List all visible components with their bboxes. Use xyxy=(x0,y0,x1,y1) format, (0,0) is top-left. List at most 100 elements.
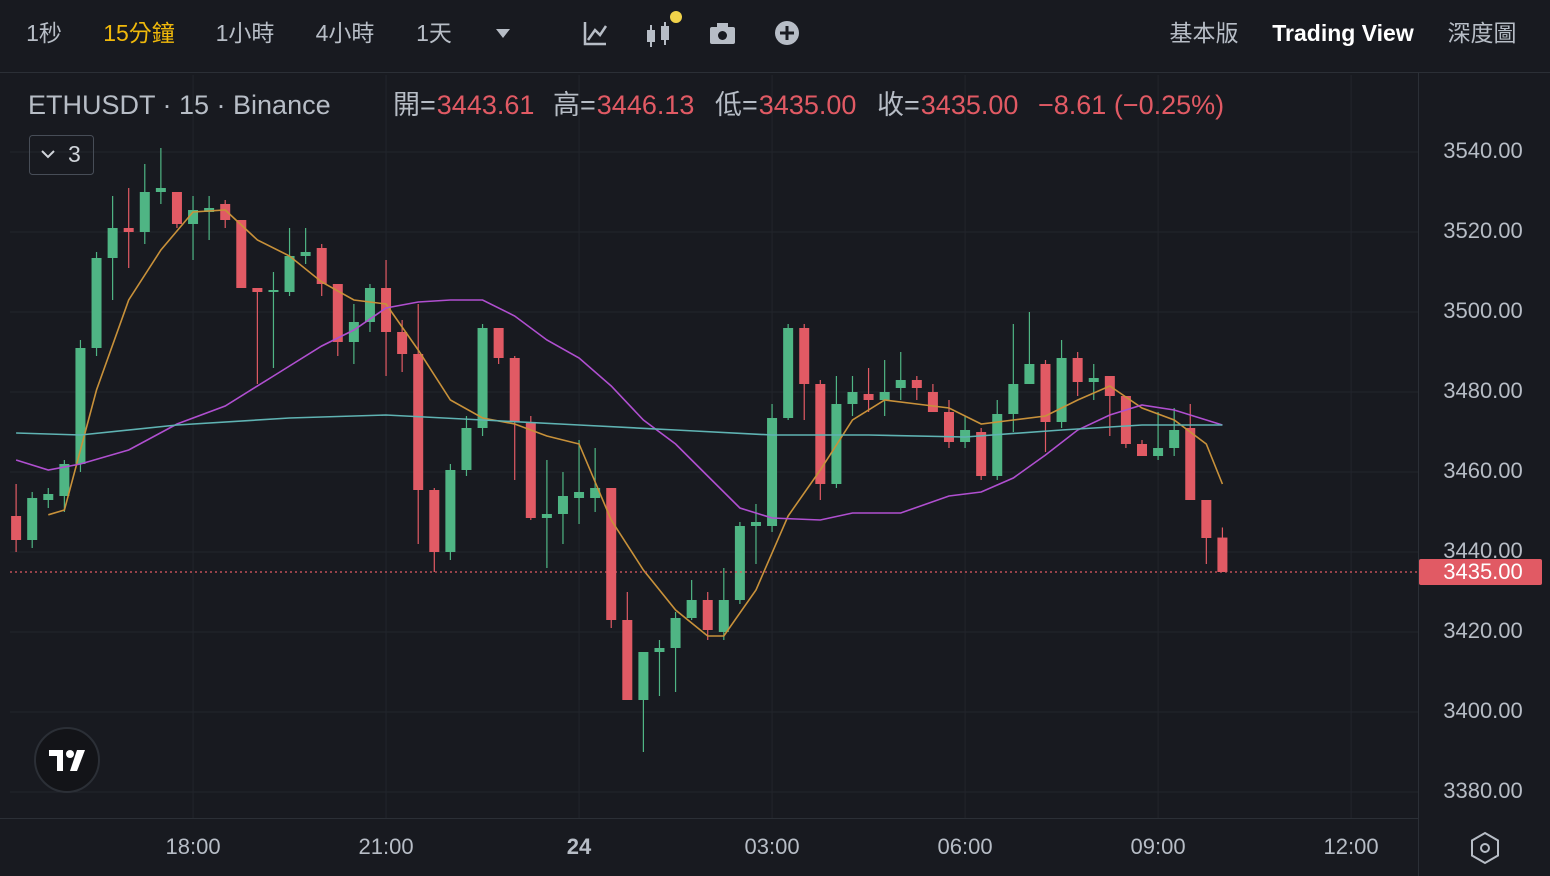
candle-body xyxy=(364,288,375,322)
candle-body xyxy=(992,414,1003,476)
candle-body xyxy=(1136,444,1147,456)
candle-body xyxy=(381,288,392,332)
candle-body xyxy=(11,516,22,540)
settings-icon-center xyxy=(1480,843,1490,853)
candle-body xyxy=(718,600,729,632)
candle-body xyxy=(638,652,649,700)
view-tab[interactable]: 基本版 xyxy=(1170,20,1239,46)
interval-tab[interactable]: 1天 xyxy=(416,20,452,46)
moving-average-line xyxy=(48,209,1224,637)
ohlc-value: 3435.00 xyxy=(759,90,857,120)
add-icon[interactable] xyxy=(775,21,799,45)
candle-body xyxy=(1217,537,1228,572)
candle-body xyxy=(1088,378,1099,382)
candle-body xyxy=(268,290,279,292)
candle-body xyxy=(976,432,987,476)
candle-body xyxy=(155,188,166,192)
more-intervals-icon[interactable] xyxy=(496,29,510,38)
x-tick-label: 24 xyxy=(567,834,592,859)
candle-body xyxy=(1153,448,1164,456)
candle-body xyxy=(397,332,408,354)
y-tick-label: 3440.00 xyxy=(1443,538,1523,563)
y-tick-label: 3500.00 xyxy=(1443,298,1523,323)
candle-body xyxy=(445,470,456,552)
candle-body xyxy=(783,328,794,418)
candle-body xyxy=(590,488,601,498)
view-tab[interactable]: 深度圖 xyxy=(1448,20,1517,46)
candle-body xyxy=(557,496,568,514)
candle-body xyxy=(525,422,536,518)
candle-body xyxy=(1120,396,1131,444)
candle-body xyxy=(767,418,778,526)
price-change: −8.61 (−0.25%) xyxy=(1038,90,1224,120)
ohlc-label: 收= xyxy=(877,90,920,120)
labels: 1秒 15分鐘 1小時 4小時 1天 基本版 Trading View 深度圖 ETHUSDT … xyxy=(26,20,1542,859)
candle-body xyxy=(750,522,761,526)
symbol: ETHUSDT · 15 · Binance xyxy=(28,90,331,120)
x-tick-label: 21:00 xyxy=(359,834,414,859)
candle-body xyxy=(911,380,922,388)
candle-body xyxy=(702,600,713,630)
indicator-count: 3 xyxy=(68,141,81,167)
interval-tab[interactable]: 1秒 xyxy=(26,20,62,46)
candle-body xyxy=(863,394,874,400)
indicator-icon[interactable] xyxy=(583,22,608,46)
interval-tab[interactable]: 15分鐘 xyxy=(103,20,175,46)
candle-body xyxy=(943,412,954,442)
candle-body xyxy=(59,464,70,496)
candle-body xyxy=(236,220,247,288)
candle-body xyxy=(477,328,488,428)
candle-body xyxy=(654,648,665,652)
candle-body xyxy=(1024,364,1035,384)
candle-body xyxy=(461,428,472,470)
settings-icon[interactable] xyxy=(1471,831,1499,865)
y-tick-label: 3420.00 xyxy=(1443,618,1523,643)
candle-body xyxy=(879,392,890,400)
candle-body xyxy=(91,258,102,348)
y-tick-label: 3400.00 xyxy=(1443,698,1523,723)
last-price-label: 3435.00 xyxy=(1443,559,1523,584)
interval-tab[interactable]: 1小時 xyxy=(216,20,275,46)
ohlc-value: 3435.00 xyxy=(921,90,1019,120)
moving-average-line xyxy=(16,414,1223,438)
candle-body xyxy=(188,210,199,224)
candle-body xyxy=(960,430,971,442)
candle-body xyxy=(139,192,150,232)
candle-body xyxy=(300,252,311,256)
ohlc-value: 3443.61 xyxy=(437,90,535,120)
candle-body xyxy=(734,526,745,600)
candle-body xyxy=(1169,430,1180,448)
candle-body xyxy=(107,228,118,258)
moving-average-line xyxy=(15,299,1223,521)
y-tick-label: 3460.00 xyxy=(1443,458,1523,483)
view-tab[interactable]: Trading View xyxy=(1272,20,1414,46)
x-tick-label: 18:00 xyxy=(166,834,221,859)
candle-body xyxy=(686,600,697,618)
chevron-icon xyxy=(41,150,55,159)
candle-body xyxy=(622,620,633,700)
plot xyxy=(10,148,1418,752)
candle-body xyxy=(1072,358,1083,382)
candle-body xyxy=(252,288,263,292)
candle-body xyxy=(123,228,134,232)
candle-body xyxy=(75,348,86,464)
candle-body xyxy=(606,488,617,620)
chart-type-icon[interactable] xyxy=(647,11,682,47)
candle-body xyxy=(847,392,858,404)
candle-body xyxy=(284,256,295,292)
snapshot-icon[interactable] xyxy=(710,23,735,44)
candle-body xyxy=(815,384,826,484)
candle-body xyxy=(927,392,938,412)
y-tick-label: 3520.00 xyxy=(1443,218,1523,243)
x-tick-label: 06:00 xyxy=(938,834,993,859)
indicator-toggle[interactable] xyxy=(29,135,94,175)
candle-body xyxy=(670,618,681,648)
candle-body xyxy=(27,498,38,540)
candle-body xyxy=(509,358,520,422)
candle-body xyxy=(574,492,585,498)
y-tick-label: 3540.00 xyxy=(1443,138,1523,163)
interval-tab[interactable]: 4小時 xyxy=(316,20,375,46)
candle-body xyxy=(413,354,424,490)
candle-body xyxy=(1201,500,1212,538)
candle-body xyxy=(1185,428,1196,500)
